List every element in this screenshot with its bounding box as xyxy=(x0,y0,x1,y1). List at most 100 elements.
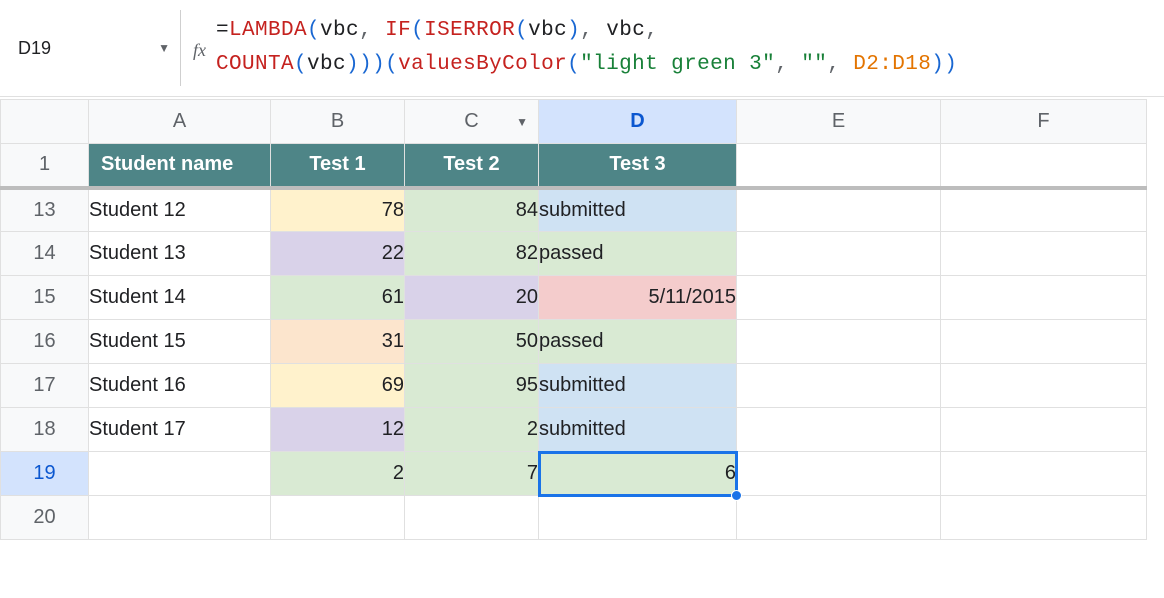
cell[interactable]: 20 xyxy=(405,276,539,320)
header-cell[interactable] xyxy=(941,144,1147,188)
cell[interactable] xyxy=(737,320,941,364)
cell[interactable] xyxy=(737,408,941,452)
cell[interactable]: 12 xyxy=(271,408,405,452)
cell[interactable]: 5/11/2015 xyxy=(539,276,737,320)
column-letter: C xyxy=(464,110,478,132)
column-letter: D xyxy=(630,110,644,132)
cell[interactable]: Student 13 xyxy=(89,232,271,276)
formula-text[interactable]: =LAMBDA(vbc, IF(ISERROR(vbc), vbc, COUNT… xyxy=(216,14,957,82)
chevron-down-icon[interactable]: ▼ xyxy=(158,41,170,55)
cell-value: 6 xyxy=(725,462,736,484)
cell-value: submitted xyxy=(539,418,626,440)
cell[interactable] xyxy=(941,188,1147,232)
cell[interactable]: passed xyxy=(539,232,737,276)
cell[interactable]: Student 12 xyxy=(89,188,271,232)
column-header-A[interactable]: A xyxy=(89,100,271,144)
header-cell[interactable]: Test 1 xyxy=(271,144,405,188)
cell[interactable] xyxy=(539,496,737,540)
cell[interactable] xyxy=(737,232,941,276)
cell[interactable] xyxy=(405,496,539,540)
cell[interactable]: Student 16 xyxy=(89,364,271,408)
select-all-corner[interactable] xyxy=(1,100,89,144)
cell[interactable]: 78 xyxy=(271,188,405,232)
cell[interactable] xyxy=(89,452,271,496)
row-header-14[interactable]: 14 xyxy=(1,232,89,276)
cell[interactable] xyxy=(737,188,941,232)
column-header-E[interactable]: E xyxy=(737,100,941,144)
column-letter: E xyxy=(832,110,845,132)
cell[interactable] xyxy=(941,496,1147,540)
cell[interactable] xyxy=(737,452,941,496)
cell-value: Student 12 xyxy=(89,199,186,221)
header-cell[interactable] xyxy=(737,144,941,188)
cell[interactable] xyxy=(941,232,1147,276)
column-letter: B xyxy=(331,110,344,132)
cell[interactable]: submitted xyxy=(539,188,737,232)
row-header-13[interactable]: 13 xyxy=(1,188,89,232)
column-letter: A xyxy=(173,110,186,132)
cell[interactable]: 84 xyxy=(405,188,539,232)
header-cell[interactable]: Student name xyxy=(89,144,271,188)
cell[interactable] xyxy=(737,364,941,408)
row-header-17[interactable]: 17 xyxy=(1,364,89,408)
cell[interactable]: submitted xyxy=(539,408,737,452)
cell-value: passed xyxy=(539,330,604,352)
cell[interactable]: 7 xyxy=(405,452,539,496)
cell[interactable] xyxy=(941,408,1147,452)
cell-value: 20 xyxy=(516,286,538,308)
cell[interactable] xyxy=(941,276,1147,320)
cell[interactable]: 95 xyxy=(405,364,539,408)
row-header-18[interactable]: 18 xyxy=(1,408,89,452)
cell[interactable] xyxy=(737,276,941,320)
column-header-C[interactable]: C▼ xyxy=(405,100,539,144)
cell[interactable]: 31 xyxy=(271,320,405,364)
cell[interactable] xyxy=(941,320,1147,364)
cell-value: submitted xyxy=(539,199,626,221)
cell[interactable]: Student 17 xyxy=(89,408,271,452)
header-cell[interactable]: Test 3 xyxy=(539,144,737,188)
cell[interactable]: 69 xyxy=(271,364,405,408)
cell[interactable]: Student 15 xyxy=(89,320,271,364)
row-header-16[interactable]: 16 xyxy=(1,320,89,364)
cell-value: Student 16 xyxy=(89,374,186,396)
cell[interactable] xyxy=(89,496,271,540)
cell[interactable]: 82 xyxy=(405,232,539,276)
formula-bar[interactable]: fx =LAMBDA(vbc, IF(ISERROR(vbc), vbc, CO… xyxy=(189,8,969,88)
cell[interactable]: 61 xyxy=(271,276,405,320)
cell[interactable]: submitted xyxy=(539,364,737,408)
cell-value: 12 xyxy=(382,418,404,440)
header-cell[interactable]: Test 2 xyxy=(405,144,539,188)
cell[interactable] xyxy=(271,496,405,540)
fill-handle[interactable] xyxy=(731,490,742,501)
cell[interactable] xyxy=(941,364,1147,408)
cell-value: Student 17 xyxy=(89,418,186,440)
cell[interactable] xyxy=(941,452,1147,496)
cell[interactable]: 2 xyxy=(271,452,405,496)
cell-value: 69 xyxy=(382,374,404,396)
row-header-1[interactable]: 1 xyxy=(1,144,89,188)
cell[interactable] xyxy=(737,496,941,540)
row-header-15[interactable]: 15 xyxy=(1,276,89,320)
cell-value: Student 14 xyxy=(89,286,186,308)
cell-value: submitted xyxy=(539,374,626,396)
cell-value: Student 13 xyxy=(89,242,186,264)
cell[interactable]: 50 xyxy=(405,320,539,364)
row-header-20[interactable]: 20 xyxy=(1,496,89,540)
cell-value: 78 xyxy=(382,199,404,221)
cell-value: 50 xyxy=(516,330,538,352)
cell-value: 2 xyxy=(393,462,404,484)
column-header-F[interactable]: F xyxy=(941,100,1147,144)
cell[interactable]: 6 xyxy=(539,452,737,496)
filter-icon[interactable]: ▼ xyxy=(516,115,528,129)
spreadsheet-grid: ABC▼DEF1Student nameTest 1Test 2Test 313… xyxy=(0,99,1164,540)
cell[interactable]: 2 xyxy=(405,408,539,452)
cell[interactable]: Student 14 xyxy=(89,276,271,320)
cell[interactable]: passed xyxy=(539,320,737,364)
cell-value: 7 xyxy=(527,462,538,484)
name-box[interactable]: D19 ▼ xyxy=(4,8,180,88)
column-header-B[interactable]: B xyxy=(271,100,405,144)
cell-value: 5/11/2015 xyxy=(649,286,737,308)
cell[interactable]: 22 xyxy=(271,232,405,276)
column-header-D[interactable]: D xyxy=(539,100,737,144)
row-header-19[interactable]: 19 xyxy=(1,452,89,496)
